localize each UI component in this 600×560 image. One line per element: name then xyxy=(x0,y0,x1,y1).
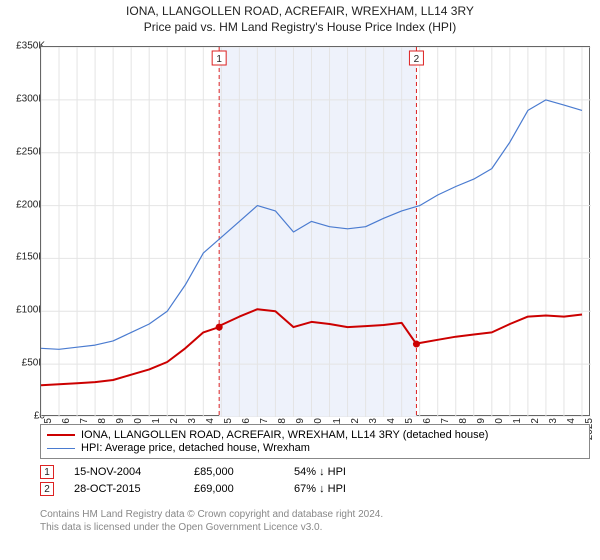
legend-swatch-property xyxy=(47,434,75,436)
legend-swatch-hpi xyxy=(47,448,75,449)
transaction-marker-number: 1 xyxy=(44,467,50,478)
y-tick-label: £200K xyxy=(5,199,45,210)
y-tick-label: £100K xyxy=(5,305,45,316)
title-line-1: IONA, LLANGOLLEN ROAD, ACREFAIR, WREXHAM… xyxy=(0,4,600,18)
transaction-pct: 54% ↓ HPI xyxy=(294,466,374,478)
transaction-pct: 67% ↓ HPI xyxy=(294,483,374,495)
transaction-row: 1 15-NOV-2004 £85,000 54% ↓ HPI xyxy=(40,465,590,479)
transaction-price: £69,000 xyxy=(194,483,274,495)
legend-label-property: IONA, LLANGOLLEN ROAD, ACREFAIR, WREXHAM… xyxy=(81,429,488,441)
y-tick-label: £0 xyxy=(5,411,45,422)
legend-item-hpi: HPI: Average price, detached house, Wrex… xyxy=(47,442,583,454)
chart-svg: 12 xyxy=(41,47,591,417)
footer-line-2: This data is licensed under the Open Gov… xyxy=(40,521,383,534)
y-tick-label: £350K xyxy=(5,41,45,52)
transaction-row: 2 28-OCT-2015 £69,000 67% ↓ HPI xyxy=(40,482,590,496)
svg-text:2: 2 xyxy=(414,54,420,65)
transaction-date: 15-NOV-2004 xyxy=(74,466,174,478)
title-block: IONA, LLANGOLLEN ROAD, ACREFAIR, WREXHAM… xyxy=(0,0,600,34)
chart-container: IONA, LLANGOLLEN ROAD, ACREFAIR, WREXHAM… xyxy=(0,0,600,560)
y-tick-label: £300K xyxy=(5,93,45,104)
transaction-marker-2: 2 xyxy=(40,482,54,496)
legend-label-hpi: HPI: Average price, detached house, Wrex… xyxy=(81,442,310,454)
transaction-price: £85,000 xyxy=(194,466,274,478)
y-tick-label: £150K xyxy=(5,252,45,263)
legend-item-property: IONA, LLANGOLLEN ROAD, ACREFAIR, WREXHAM… xyxy=(47,429,583,441)
transaction-date: 28-OCT-2015 xyxy=(74,483,174,495)
footer-line-1: Contains HM Land Registry data © Crown c… xyxy=(40,508,383,521)
title-line-2: Price paid vs. HM Land Registry's House … xyxy=(0,20,600,34)
transaction-list: 1 15-NOV-2004 £85,000 54% ↓ HPI 2 28-OCT… xyxy=(40,462,590,499)
legend: IONA, LLANGOLLEN ROAD, ACREFAIR, WREXHAM… xyxy=(40,424,590,459)
transaction-marker-number: 2 xyxy=(44,484,50,495)
y-tick-label: £50K xyxy=(5,358,45,369)
plot-area: 12 xyxy=(40,46,590,416)
y-tick-label: £250K xyxy=(5,146,45,157)
svg-text:1: 1 xyxy=(216,54,222,65)
footer: Contains HM Land Registry data © Crown c… xyxy=(40,508,383,534)
transaction-marker-1: 1 xyxy=(40,465,54,479)
